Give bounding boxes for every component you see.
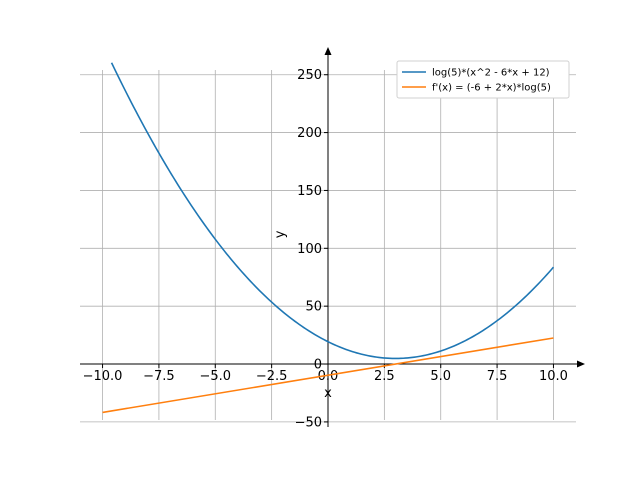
x-axis-arrow-icon — [577, 360, 585, 368]
y-axis-label: y — [273, 230, 288, 238]
x-tick-label: 10.0 — [539, 369, 568, 384]
y-tick-label: 50 — [305, 300, 322, 315]
x-tick-label: −5.0 — [199, 369, 231, 384]
legend-entry-label: f'(x) = (-6 + 2*x)*log(5) — [432, 83, 551, 94]
x-tick-label: 5.0 — [430, 369, 451, 384]
x-tick-label: −2.5 — [256, 369, 288, 384]
x-tick-label: 0.0 — [318, 369, 339, 384]
y-tick-label: 100 — [297, 242, 322, 257]
series-line-0 — [110, 62, 555, 360]
axes: −10.0 −7.5 −5.0 −2.5 0.0 2.5 5.0 7.5 10.0 −50 0 50 1… — [80, 47, 585, 430]
legend-entry-label: log(5)*(x^2 - 6*x + 12) — [432, 68, 550, 79]
series-line-1 — [102, 337, 554, 414]
x-tick-label: 7.5 — [487, 369, 508, 384]
y-tick-label: 0 — [314, 358, 322, 373]
series-layer — [102, 62, 555, 414]
legend: log(5)*(x^2 - 6*x + 12) f'(x) = (-6 + 2*x… — [396, 60, 570, 99]
y-tick-label: 150 — [297, 184, 322, 199]
legend-box — [396, 60, 570, 99]
y-tick-label: −50 — [295, 415, 322, 430]
x-axis-label: x — [324, 386, 332, 401]
x-tick-label: 2.5 — [374, 369, 395, 384]
y-tick-label: 200 — [297, 126, 322, 141]
x-tick-label: −7.5 — [143, 369, 175, 384]
y-tick-label: 250 — [297, 68, 322, 83]
x-tick-label: −10.0 — [83, 369, 123, 384]
y-axis-arrow-icon — [324, 47, 332, 55]
